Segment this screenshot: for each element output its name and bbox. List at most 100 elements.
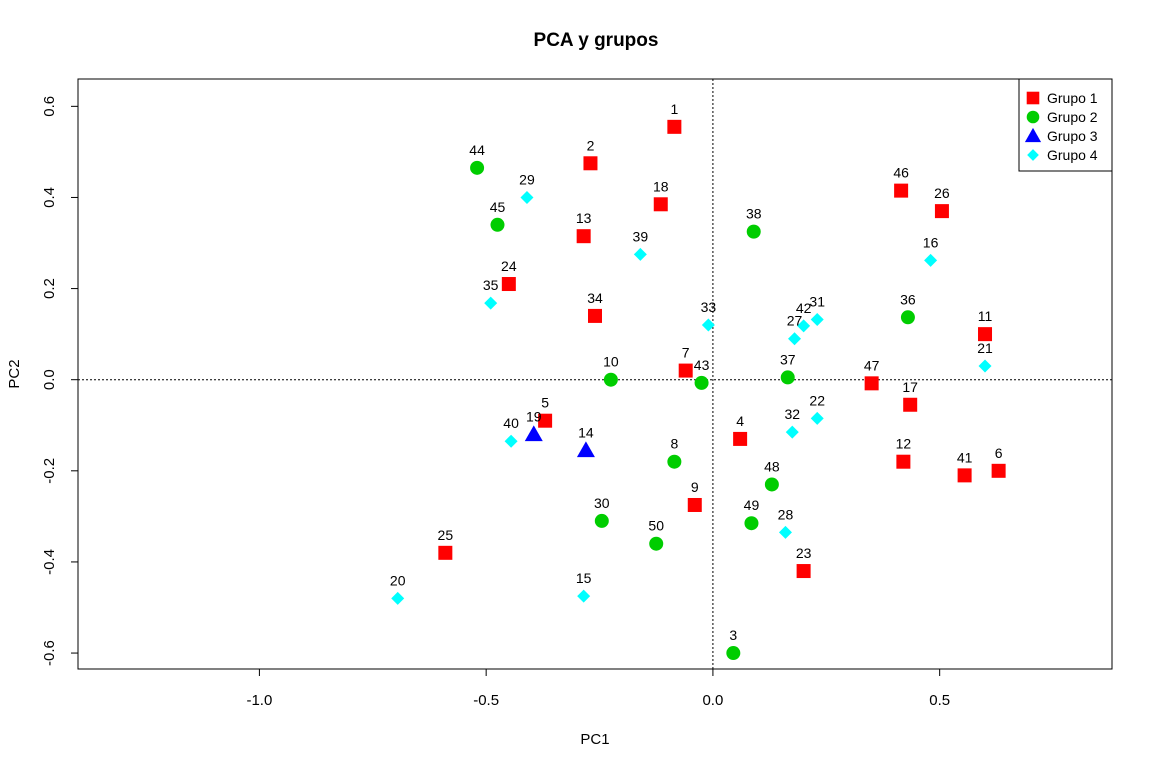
- grupo-1-point-7: [678, 363, 693, 378]
- grupo-4-point-31: [810, 313, 824, 327]
- point-label-26: 26: [934, 185, 950, 201]
- grupo-4-point-29: [520, 190, 534, 204]
- point-label-49: 49: [744, 497, 760, 513]
- point-label-30: 30: [594, 495, 610, 511]
- grupo-1-point-41: [957, 468, 972, 483]
- grupo-1-point-4: [733, 431, 748, 446]
- legend-label-grupo-3: Grupo 3: [1047, 128, 1098, 144]
- x-tick-label: -1.0: [246, 692, 272, 709]
- grupo-2-point-36: [900, 310, 915, 325]
- point-label-23: 23: [796, 545, 812, 561]
- legend: Grupo 1 Grupo 2 Grupo 3 Grupo 4: [1018, 78, 1113, 172]
- legend-label-grupo-2: Grupo 2: [1047, 109, 1098, 125]
- grupo-1-point-2: [583, 156, 598, 171]
- grupo-1-point-47: [864, 376, 879, 391]
- y-tick-label: -0.6: [41, 640, 58, 666]
- legend-marker-grupo-3: [1024, 127, 1042, 143]
- point-label-40: 40: [503, 415, 519, 431]
- grupo-4-point-27: [788, 332, 802, 346]
- x-axis: -1.0 -0.5 0.0 0.5: [246, 668, 950, 709]
- grupo-2-point-45: [490, 217, 505, 232]
- grupo-4-point-20: [391, 591, 405, 605]
- point-label-31: 31: [809, 294, 825, 310]
- point-label-46: 46: [893, 165, 909, 181]
- grupo-2-point-43: [694, 375, 709, 390]
- y-tick-label: -0.4: [41, 549, 58, 575]
- point-label-5: 5: [541, 395, 549, 411]
- grupo-4-point-35: [484, 296, 498, 310]
- point-label-48: 48: [764, 458, 780, 474]
- grupo-1-point-1: [667, 119, 682, 134]
- grupo-4-point-21: [978, 359, 992, 373]
- grupo-2-point-44: [470, 160, 485, 175]
- y-tick-label: 0.0: [41, 369, 58, 390]
- point-label-32: 32: [784, 406, 800, 422]
- point-label-42: 42: [796, 300, 812, 316]
- point-label-44: 44: [469, 142, 485, 158]
- point-label-19: 19: [526, 408, 542, 424]
- grupo-1-point-5: [538, 413, 553, 428]
- point-label-36: 36: [900, 291, 916, 307]
- point-label-27: 27: [787, 313, 803, 329]
- grupo-4-point-40: [504, 434, 518, 448]
- point-label-13: 13: [576, 210, 592, 226]
- point-label-43: 43: [694, 357, 710, 373]
- grupo-1-point-12: [896, 454, 911, 469]
- y-tick-label: 0.2: [41, 278, 58, 299]
- point-label-35: 35: [483, 277, 499, 293]
- point-label-34: 34: [587, 290, 603, 306]
- reference-lines: [78, 79, 1112, 669]
- grupo-2-point-3: [726, 646, 741, 661]
- point-label-37: 37: [780, 351, 796, 367]
- grupo-2-point-48: [764, 477, 779, 492]
- grupo-4-point-22: [810, 411, 824, 425]
- point-label-2: 2: [587, 137, 595, 153]
- point-label-1: 1: [670, 101, 678, 117]
- point-label-15: 15: [576, 570, 592, 586]
- legend-label-grupo-1: Grupo 1: [1047, 90, 1098, 106]
- point-label-28: 28: [778, 506, 794, 522]
- point-label-22: 22: [809, 392, 825, 408]
- point-label-21: 21: [977, 340, 993, 356]
- point-label-8: 8: [670, 436, 678, 452]
- grupo-4-point-16: [924, 253, 938, 267]
- grupo-1-point-23: [796, 564, 811, 579]
- grupo-4-point-33: [701, 318, 715, 332]
- grupo-1-point-11: [978, 327, 993, 342]
- grupo-1-point-6: [991, 463, 1006, 478]
- grupo-4-point-39: [633, 247, 647, 261]
- y-axis-label: PC2: [6, 359, 23, 388]
- grupo-2-point-30: [594, 513, 609, 528]
- point-label-29: 29: [519, 171, 535, 187]
- grupo-3-point-19: [524, 425, 543, 442]
- grupo-4-point-28: [778, 525, 792, 539]
- grupo-4-point-15: [577, 589, 591, 603]
- point-label-25: 25: [438, 527, 454, 543]
- point-label-20: 20: [390, 572, 406, 588]
- point-label-18: 18: [653, 178, 669, 194]
- grupo-1-point-18: [653, 197, 668, 212]
- grupo-1-point-13: [576, 229, 591, 244]
- grupo-3-point-14: [576, 441, 595, 458]
- point-label-6: 6: [995, 445, 1003, 461]
- grupo-2-point-10: [603, 372, 618, 387]
- point-label-17: 17: [902, 379, 918, 395]
- point-label-7: 7: [682, 345, 690, 361]
- x-tick-label: -0.5: [473, 692, 499, 709]
- point-label-41: 41: [957, 449, 973, 465]
- grupo-2-point-49: [744, 516, 759, 531]
- y-axis: -0.6 -0.4 -0.2 0.0 0.2 0.4 0.6: [41, 96, 79, 666]
- chart-title: PCA y grupos: [534, 30, 659, 51]
- data-points: [391, 119, 1006, 661]
- x-tick-label: 0.0: [702, 692, 723, 709]
- point-label-16: 16: [923, 234, 939, 250]
- grupo-1-point-34: [588, 308, 602, 323]
- point-label-11: 11: [978, 308, 993, 324]
- y-tick-label: 0.4: [41, 187, 58, 208]
- legend-marker-grupo-4: [1027, 149, 1039, 161]
- legend-marker-grupo-2: [1026, 110, 1040, 124]
- point-label-4: 4: [736, 413, 744, 429]
- point-label-33: 33: [701, 299, 717, 315]
